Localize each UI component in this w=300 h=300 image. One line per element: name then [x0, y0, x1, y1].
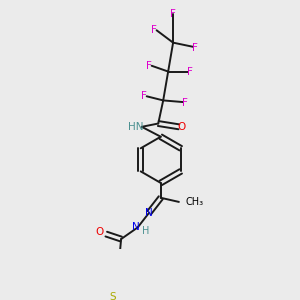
Text: CH₃: CH₃ [185, 197, 204, 207]
Text: O: O [177, 122, 185, 132]
Text: N: N [132, 223, 140, 232]
Text: N: N [145, 208, 153, 218]
Text: F: F [187, 68, 193, 77]
Text: F: F [141, 91, 147, 101]
Text: S: S [110, 292, 116, 300]
Text: F: F [170, 9, 176, 19]
Text: HN: HN [128, 122, 144, 132]
Text: F: F [146, 61, 152, 71]
Text: F: F [182, 98, 188, 108]
Text: F: F [192, 43, 197, 52]
Text: H: H [142, 226, 150, 236]
Text: O: O [95, 227, 104, 237]
Text: F: F [151, 25, 157, 35]
